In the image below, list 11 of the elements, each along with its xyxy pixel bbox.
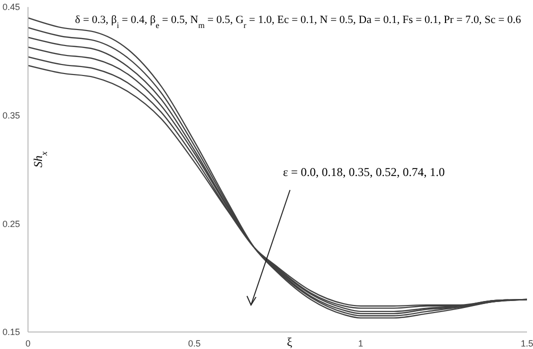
text: δ = 0.3, β$_{i}$ = 0.4, β$_{e}$ = 0.5, N$_{m}$ = 0.5, G$_{r}$ = 1.0, Ec = 0.1, N = 0.5, Da = 0.1, Fs = 0.1, Pr = 7.0, Sc = 0.6: [75, 14, 521, 30]
x-tick-label: 1.5: [520, 338, 533, 348]
y-tick-label: 0.35: [2, 110, 20, 121]
x-tick-label: 0: [25, 338, 31, 348]
x-tick-label: 0.5: [188, 338, 201, 348]
y-tick-label: 0.45: [2, 2, 20, 12]
annotation: ε = 0.0, 0.18, 0.35, 0.52, 0.74, 1.0: [283, 165, 445, 179]
y-tick-label: 0.15: [2, 327, 20, 338]
y-tick-label: 0.25: [2, 218, 20, 229]
x-axis-title: ξ: [286, 335, 293, 349]
x-tick-label: 1: [358, 338, 364, 348]
